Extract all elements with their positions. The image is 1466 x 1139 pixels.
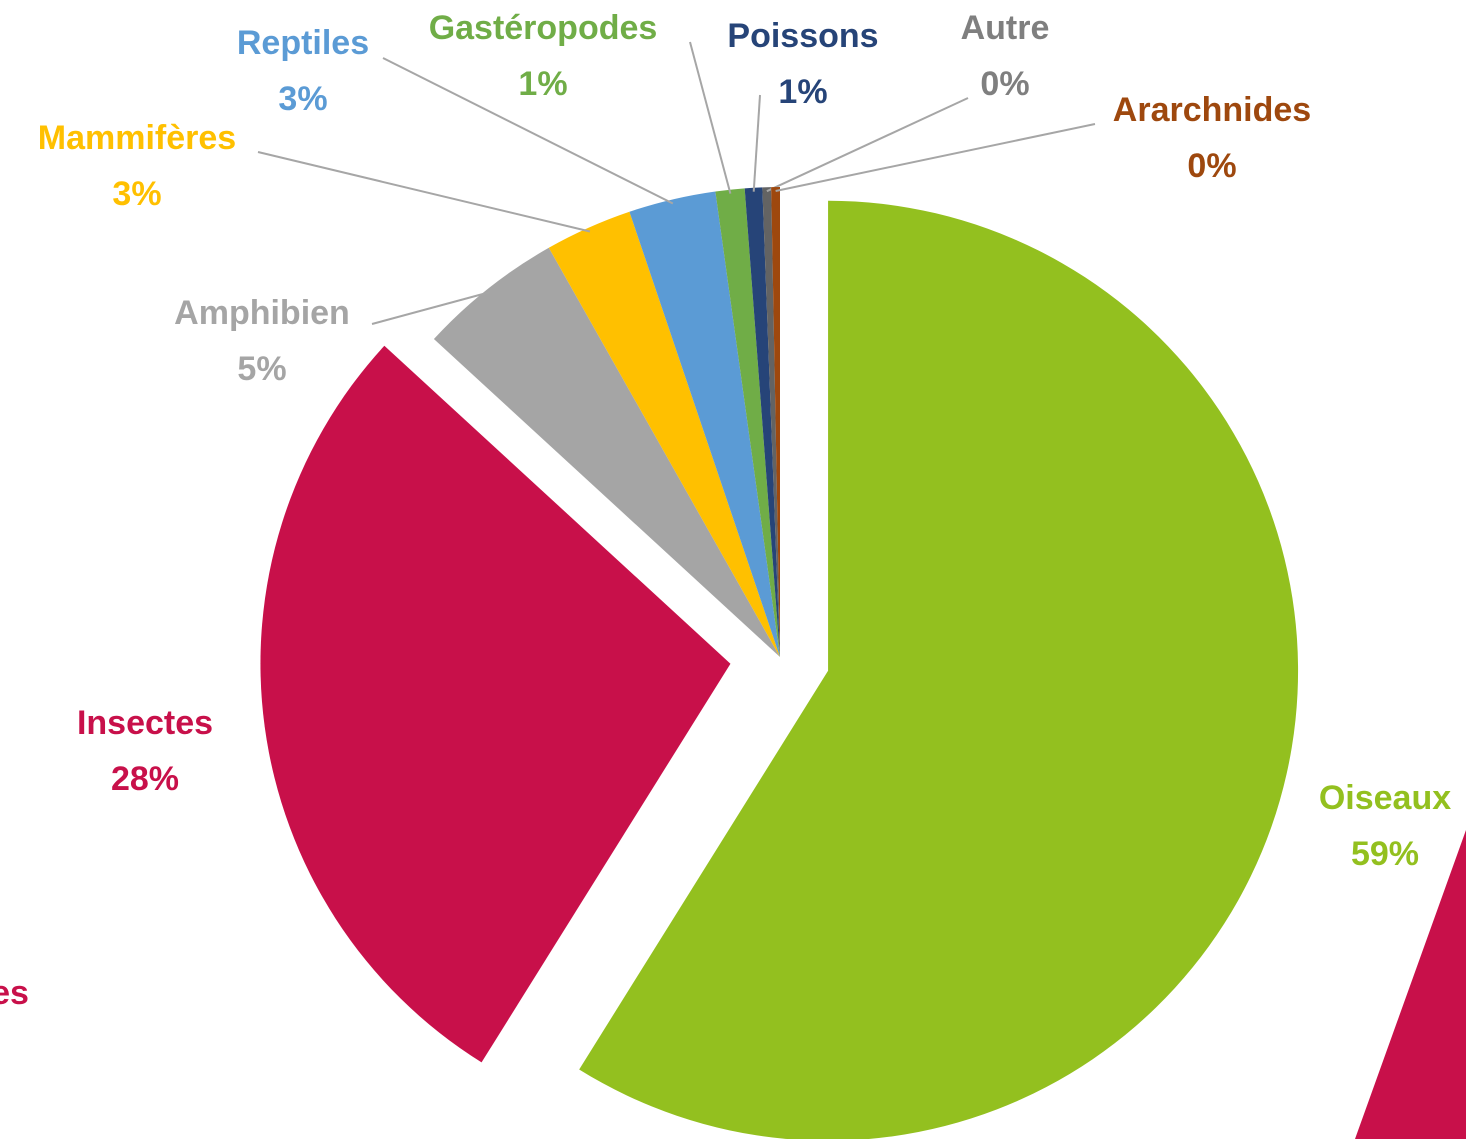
slice-value-label: 1% (518, 65, 567, 103)
leader-line (689, 41, 732, 194)
slice-label: Autre (961, 9, 1050, 47)
cropped-text: es (0, 974, 29, 1012)
slice-value-label: 0% (980, 65, 1029, 103)
slice-label: Reptiles (237, 24, 369, 62)
slice-value-label: 3% (278, 80, 327, 118)
pie-slice (579, 200, 1299, 1139)
leader-line (752, 94, 761, 192)
slice-label: Amphibien (174, 294, 350, 332)
slice-label: Insectes (77, 704, 213, 742)
pie-slice (715, 188, 780, 657)
leader-line (775, 123, 1096, 192)
pie-slice (260, 345, 731, 1063)
slice-label: Mammifères (38, 119, 236, 157)
leader-line (382, 57, 674, 205)
leader-line (371, 291, 491, 325)
pie-slice (629, 191, 780, 658)
slice-label: Gastéropodes (429, 9, 658, 47)
slice-value-label: 0% (1187, 147, 1236, 185)
leader-line (257, 151, 591, 233)
pie-slice (744, 187, 780, 657)
slice-value-label: 3% (112, 175, 161, 213)
slice-label: Poissons (727, 17, 878, 55)
pie-slice (548, 211, 780, 658)
slice-label: Ararchnides (1113, 91, 1311, 129)
pie-slice (433, 247, 780, 657)
cropped-fragment (1355, 830, 1466, 1139)
pie-slice (771, 187, 780, 657)
slice-value-label: 5% (237, 350, 286, 388)
slice-value-label: 59% (1351, 835, 1419, 873)
pie-slice (762, 187, 780, 657)
slice-value-label: 28% (111, 760, 179, 798)
leader-line (766, 97, 969, 193)
slice-label: Oiseaux (1319, 779, 1451, 817)
slice-value-label: 1% (778, 73, 827, 111)
